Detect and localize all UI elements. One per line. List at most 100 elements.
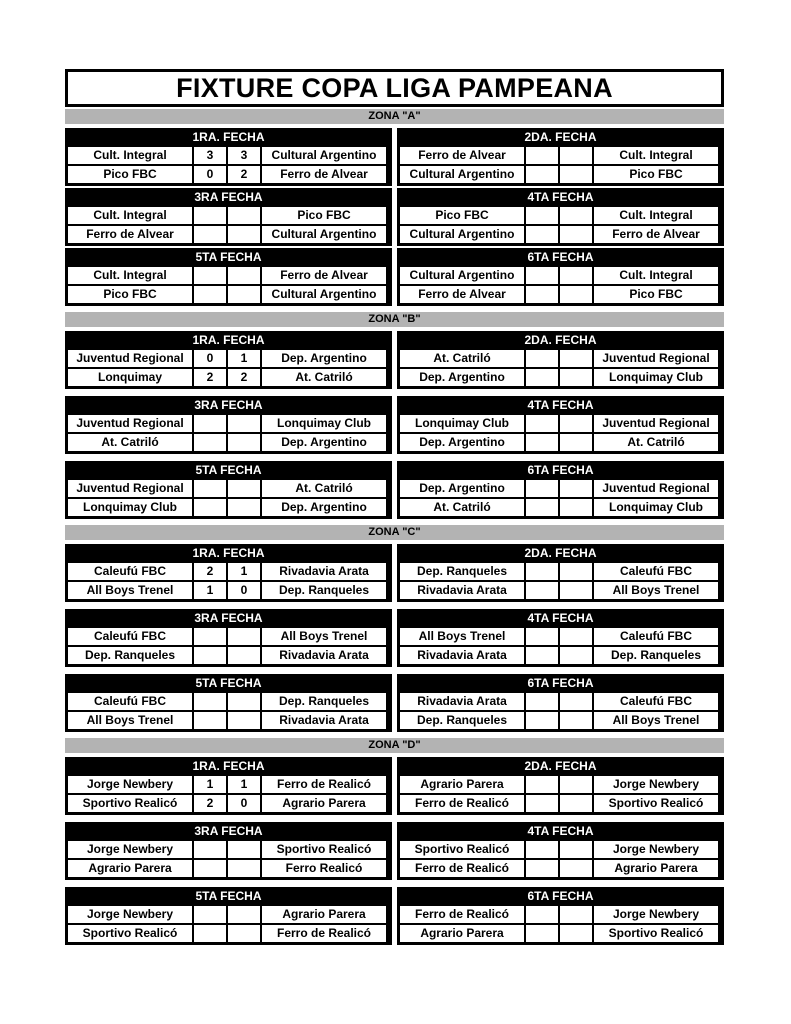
home-team: Dep. Ranqueles xyxy=(400,712,524,729)
away-team: Jorge Newbery xyxy=(594,841,718,858)
match-row: Rivadavia Arata Dep. Ranqueles xyxy=(400,647,721,664)
fecha-block: 4TA FECHA All Boys Trenel Caleufú FBC Rivad… xyxy=(397,609,724,667)
match-row: Dep. Ranqueles Caleufú FBC xyxy=(400,563,721,580)
home-score xyxy=(194,499,226,516)
match-row: Dep. Ranqueles Rivadavia Arata xyxy=(68,647,389,664)
home-score xyxy=(526,369,558,386)
match-row: Sportivo Realicó Jorge Newbery xyxy=(400,841,721,858)
right-column: 2DA. FECHA Dep. Ranqueles Caleufú FBC Rivad… xyxy=(397,544,724,732)
home-team: Juventud Regional xyxy=(68,415,192,432)
match-row: Caleufú FBC Dep. Ranqueles xyxy=(68,693,389,710)
away-score xyxy=(560,226,592,243)
away-score xyxy=(560,693,592,710)
away-score xyxy=(228,906,260,923)
fecha-title: 3RA FECHA xyxy=(194,398,263,412)
home-score xyxy=(194,906,226,923)
away-score xyxy=(560,147,592,164)
fecha-title: 1RA. FECHA xyxy=(192,546,265,560)
right-column: 2DA. FECHA Ferro de Alvear Cult. Integral C… xyxy=(397,128,724,306)
fecha-block: 3RA FECHA Cult. Integral Pico FBC Ferro de … xyxy=(65,188,392,246)
match-row: Jorge Newbery 1 1 Ferro de Realicó xyxy=(68,776,389,793)
away-score xyxy=(560,369,592,386)
home-team: Sportivo Realicó xyxy=(68,795,192,812)
away-score xyxy=(560,207,592,224)
home-score: 0 xyxy=(194,350,226,367)
home-team: Jorge Newbery xyxy=(68,906,192,923)
away-team: Rivadavia Arata xyxy=(262,712,386,729)
away-team: Jorge Newbery xyxy=(594,776,718,793)
match-row: Cult. Integral Ferro de Alvear xyxy=(68,267,389,284)
fecha-title: 6TA FECHA xyxy=(527,676,594,690)
away-team: Jorge Newbery xyxy=(594,906,718,923)
away-score: 2 xyxy=(228,166,260,183)
zone-header: ZONA "D" xyxy=(65,738,724,753)
fecha-title: 3RA FECHA xyxy=(194,611,263,625)
match-row: Lonquimay Club Juventud Regional xyxy=(400,415,721,432)
away-score xyxy=(228,647,260,664)
away-score xyxy=(228,226,260,243)
away-team: Ferro de Alvear xyxy=(262,267,386,284)
zone-header: ZONA "C" xyxy=(65,525,724,540)
away-team: Juventud Regional xyxy=(594,480,718,497)
zone-body: 1RA. FECHA Caleufú FBC 2 1 Rivadavia Arata Al… xyxy=(65,544,724,732)
home-score xyxy=(194,647,226,664)
match-row: Lonquimay 2 2 At. Catriló xyxy=(68,369,389,386)
away-team: Cult. Integral xyxy=(594,267,718,284)
away-team: Pico FBC xyxy=(594,286,718,303)
away-team: Lonquimay Club xyxy=(262,415,386,432)
away-score xyxy=(560,166,592,183)
match-row: Agrario Parera Ferro Realicó xyxy=(68,860,389,877)
home-score xyxy=(526,166,558,183)
page-title: FIXTURE COPA LIGA PAMPEANA xyxy=(65,69,724,107)
away-team: Dep. Argentino xyxy=(262,434,386,451)
match-row: Jorge Newbery Sportivo Realicó xyxy=(68,841,389,858)
match-row: Caleufú FBC 2 1 Rivadavia Arata xyxy=(68,563,389,580)
home-team: Pico FBC xyxy=(400,207,524,224)
away-team: Agrario Parera xyxy=(262,795,386,812)
away-score xyxy=(560,628,592,645)
home-score xyxy=(194,925,226,942)
home-team: Lonquimay Club xyxy=(400,415,524,432)
away-team: Sportivo Realicó xyxy=(262,841,386,858)
fecha-block: 2DA. FECHA Dep. Ranqueles Caleufú FBC Rivad… xyxy=(397,544,724,602)
away-team: All Boys Trenel xyxy=(594,712,718,729)
match-row: Dep. Ranqueles All Boys Trenel xyxy=(400,712,721,729)
away-team: Dep. Ranqueles xyxy=(262,582,386,599)
home-score xyxy=(526,712,558,729)
home-score xyxy=(526,841,558,858)
home-team: At. Catriló xyxy=(68,434,192,451)
away-score xyxy=(560,925,592,942)
home-team: Cultural Argentino xyxy=(400,226,524,243)
match-row: Ferro de Alvear Cult. Integral xyxy=(400,147,721,164)
home-score: 1 xyxy=(194,582,226,599)
home-team: Dep. Ranqueles xyxy=(68,647,192,664)
home-team: Pico FBC xyxy=(68,166,192,183)
away-team: All Boys Trenel xyxy=(594,582,718,599)
fecha-block: 5TA FECHA Cult. Integral Ferro de Alvear Pi… xyxy=(65,248,392,306)
away-team: Ferro Realicó xyxy=(262,860,386,877)
away-score xyxy=(560,582,592,599)
home-team: Cultural Argentino xyxy=(400,166,524,183)
home-team: Sportivo Realicó xyxy=(68,925,192,942)
home-team: Lonquimay xyxy=(68,369,192,386)
away-score xyxy=(560,776,592,793)
match-row: Juventud Regional Lonquimay Club xyxy=(68,415,389,432)
away-team: Dep. Ranqueles xyxy=(594,647,718,664)
home-team: Caleufú FBC xyxy=(68,693,192,710)
home-team: Ferro de Alvear xyxy=(400,147,524,164)
home-score: 1 xyxy=(194,776,226,793)
away-team: Cultural Argentino xyxy=(262,286,386,303)
zone-body: 1RA. FECHA Jorge Newbery 1 1 Ferro de Realic… xyxy=(65,757,724,945)
home-team: Juventud Regional xyxy=(68,480,192,497)
away-score xyxy=(228,499,260,516)
fecha-title: 1RA. FECHA xyxy=(192,130,265,144)
away-score: 0 xyxy=(228,795,260,812)
away-score xyxy=(228,415,260,432)
home-score xyxy=(526,499,558,516)
fecha-title: 4TA FECHA xyxy=(527,824,594,838)
home-score xyxy=(526,776,558,793)
away-score xyxy=(560,415,592,432)
away-team: Caleufú FBC xyxy=(594,628,718,645)
fecha-title: 2DA. FECHA xyxy=(524,130,597,144)
home-score xyxy=(526,350,558,367)
